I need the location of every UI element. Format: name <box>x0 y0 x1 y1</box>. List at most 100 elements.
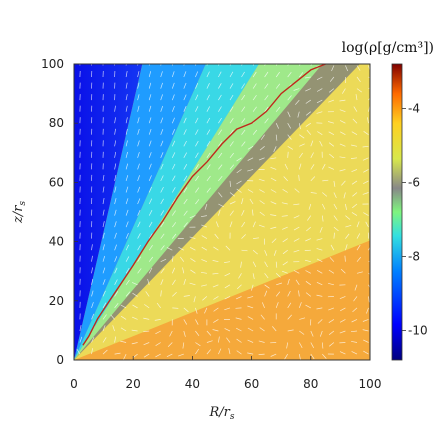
velocity-arrow <box>183 307 189 313</box>
velocity-arrow <box>341 180 346 186</box>
velocity-arrow <box>110 314 115 320</box>
velocity-arrow <box>287 314 292 320</box>
velocity-arrow <box>317 319 323 324</box>
velocity-arrow <box>229 201 236 205</box>
velocity-arrow <box>282 261 288 266</box>
velocity-arrow <box>342 88 346 94</box>
velocity-arrow <box>287 290 291 297</box>
velocity-arrow <box>148 140 152 147</box>
velocity-arrow <box>299 152 303 158</box>
velocity-arrow <box>304 259 311 263</box>
velocity-arrow <box>114 279 118 285</box>
velocity-arrow <box>252 129 258 135</box>
velocity-arrow <box>112 325 115 332</box>
colorbar-tick-label: -4 <box>408 101 420 115</box>
velocity-arrow <box>328 330 335 335</box>
velocity-arrow <box>193 296 196 303</box>
velocity-arrow <box>298 290 300 297</box>
velocity-arrow <box>155 342 161 346</box>
velocity-arrow <box>235 296 242 300</box>
velocity-arrow <box>160 163 164 170</box>
velocity-arrow <box>362 319 369 322</box>
velocity-arrow <box>183 222 188 228</box>
velocity-arrow <box>305 111 312 116</box>
velocity-arrow <box>114 105 116 112</box>
velocity-arrow <box>148 245 153 251</box>
velocity-arrow <box>252 106 257 112</box>
velocity-arrow <box>298 354 301 360</box>
velocity-arrow <box>363 339 369 343</box>
velocity-arrow <box>247 145 254 150</box>
velocity-arrow <box>345 224 352 228</box>
velocity-arrow <box>172 291 177 297</box>
velocity-arrow <box>241 106 246 112</box>
velocity-arrow <box>114 140 117 147</box>
velocity-arrow <box>236 169 242 174</box>
velocity-arrow <box>308 203 312 210</box>
velocity-arrow <box>264 95 269 101</box>
velocity-arrow <box>238 273 242 279</box>
velocity-arrow <box>258 353 265 355</box>
velocity-arrow <box>137 151 140 158</box>
velocity-arrow <box>316 258 323 263</box>
x-tick-label: 20 <box>126 377 141 391</box>
velocity-arrow <box>156 302 161 309</box>
velocity-arrow <box>294 188 300 193</box>
y-tick-label: 0 <box>56 353 64 367</box>
velocity-arrow <box>264 290 268 297</box>
velocity-arrow <box>125 186 129 193</box>
velocity-arrow <box>260 134 265 140</box>
velocity-arrow <box>299 143 305 147</box>
velocity-arrow <box>247 316 254 320</box>
velocity-arrow <box>322 353 327 359</box>
velocity-arrow <box>247 339 254 343</box>
velocity-arrow <box>317 131 323 135</box>
velocity-arrow <box>171 64 174 66</box>
velocity-arrow <box>160 140 164 147</box>
velocity-arrow <box>160 198 164 205</box>
velocity-arrow <box>328 131 335 136</box>
velocity-arrow <box>195 71 199 78</box>
velocity-arrow <box>183 71 187 78</box>
velocity-arrow <box>275 64 278 66</box>
velocity-arrow <box>247 305 254 309</box>
velocity-arrow <box>91 290 94 297</box>
velocity-arrow <box>148 175 152 182</box>
velocity-arrow <box>298 163 302 170</box>
velocity-arrow <box>282 226 288 230</box>
velocity-arrow <box>328 99 335 103</box>
velocity-arrow <box>229 118 234 124</box>
velocity-arrow <box>310 330 314 337</box>
velocity-arrow <box>218 94 222 101</box>
velocity-arrow <box>229 180 231 187</box>
velocity-arrow <box>212 284 219 288</box>
velocity-arrow <box>299 317 306 320</box>
velocity-arrow <box>183 295 190 297</box>
velocity-arrow <box>363 350 369 355</box>
boundary-curve <box>82 64 326 346</box>
velocity-arrow <box>137 186 141 193</box>
velocity-arrow <box>195 187 200 193</box>
velocity-arrow <box>148 105 152 112</box>
velocity-arrow <box>310 64 313 66</box>
velocity-arrow <box>218 83 222 89</box>
velocity-arrow <box>329 257 335 262</box>
velocity-arrow <box>171 163 176 170</box>
velocity-arrow <box>201 235 208 239</box>
velocity-arrow <box>252 71 257 78</box>
velocity-arrow <box>160 128 164 135</box>
velocity-arrow <box>236 180 242 185</box>
velocity-arrow <box>270 157 277 160</box>
velocity-arrow <box>287 146 293 150</box>
velocity-arrow <box>190 269 196 274</box>
velocity-arrow <box>287 123 292 129</box>
velocity-arrow <box>328 319 335 323</box>
velocity-arrow <box>306 129 312 135</box>
velocity-arrow <box>276 282 283 286</box>
velocity-arrow <box>102 244 105 251</box>
velocity-arrow <box>275 71 280 78</box>
velocity-arrow <box>114 128 116 135</box>
velocity-arrow <box>264 250 268 256</box>
velocity-arrow <box>114 291 119 297</box>
velocity-arrow <box>114 151 117 158</box>
